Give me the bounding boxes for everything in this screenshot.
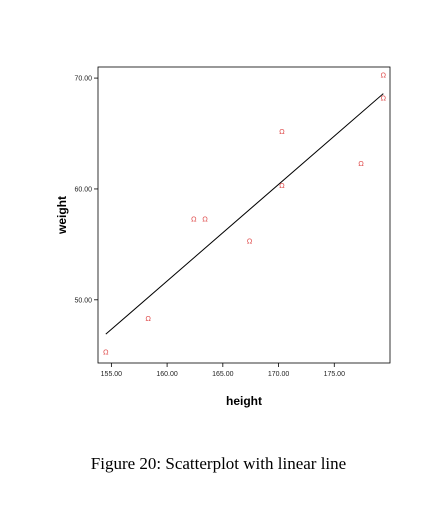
data-point: Ω <box>103 348 109 356</box>
y-tick-label: 70.00 <box>74 76 92 83</box>
data-point: Ω <box>145 315 151 323</box>
data-point: Ω <box>279 182 285 190</box>
data-point: Ω <box>381 71 387 79</box>
x-tick-label: 160.00 <box>156 371 178 378</box>
data-point: Ω <box>191 215 197 223</box>
data-point: Ω <box>247 238 253 246</box>
figure-caption: Figure 20: Scatterplot with linear line <box>90 454 347 473</box>
y-tick-label: 50.00 <box>74 297 92 304</box>
x-tick-label: 175.00 <box>324 371 346 378</box>
plot-frame <box>97 66 391 364</box>
fit-line <box>105 93 384 335</box>
y-tick-label: 60.00 <box>74 186 92 193</box>
y-axis-title: weight <box>55 196 69 235</box>
data-point: Ω <box>202 215 208 223</box>
data-point: Ω <box>381 95 387 103</box>
data-point: Ω <box>279 128 285 136</box>
data-point: Ω <box>358 160 364 168</box>
x-axis: 155.00 160.00 165.00 170.00 175.00 <box>101 363 345 378</box>
x-tick-label: 170.00 <box>268 371 290 378</box>
scatter-chart: 50.00 60.00 70.00 155.00 160.00 165.00 170.00… <box>55 66 391 408</box>
x-tick-label: 165.00 <box>212 371 234 378</box>
x-tick-label: 155.00 <box>101 371 123 378</box>
y-axis: 50.00 60.00 70.00 <box>74 76 98 304</box>
x-axis-title: height <box>226 394 262 408</box>
